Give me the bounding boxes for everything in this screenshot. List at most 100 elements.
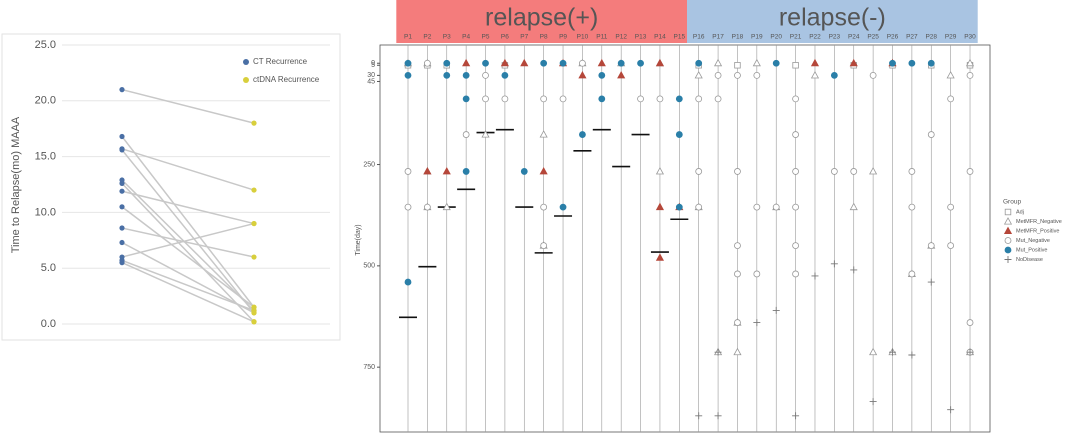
point	[119, 87, 125, 93]
point	[869, 398, 877, 406]
point	[501, 95, 509, 103]
y-tick-label: 20.0	[35, 95, 56, 107]
point	[908, 203, 916, 211]
point	[251, 187, 257, 193]
point	[695, 412, 703, 420]
point	[251, 254, 257, 260]
point	[792, 203, 799, 211]
point	[946, 70, 955, 79]
legend-marker	[1004, 237, 1012, 244]
connector	[121, 179, 255, 312]
point	[540, 242, 548, 249]
point	[810, 70, 820, 79]
x-tick-label: P10	[577, 34, 589, 41]
point	[579, 59, 586, 67]
x-tick-label: P12	[615, 34, 627, 41]
connector	[121, 149, 255, 314]
point	[753, 203, 761, 211]
point	[579, 131, 586, 138]
point	[655, 58, 665, 67]
x-tick-label: P22	[809, 34, 821, 41]
x-tick-label: P18	[732, 34, 744, 41]
point	[251, 120, 257, 126]
x-tick-label: P28	[925, 34, 937, 41]
point	[908, 168, 916, 175]
point	[404, 168, 412, 175]
x-tick-label: P2	[423, 34, 431, 41]
group-band	[687, 0, 978, 43]
point	[947, 242, 955, 249]
point	[869, 347, 878, 356]
x-tick-label: P9	[559, 34, 567, 41]
point	[869, 71, 877, 79]
legend-marker	[1003, 226, 1013, 234]
point	[462, 71, 470, 79]
x-tick-label: P15	[674, 34, 686, 41]
point	[443, 71, 451, 79]
point	[501, 71, 509, 79]
x-tick-label: P25	[867, 34, 879, 41]
point	[714, 71, 722, 79]
point	[462, 131, 470, 138]
point	[559, 95, 567, 103]
connector	[121, 88, 255, 124]
point	[462, 95, 470, 103]
connector	[121, 206, 255, 308]
y-tick-label: 500	[363, 263, 375, 270]
point	[423, 59, 431, 67]
point	[927, 278, 935, 286]
legend-marker	[243, 59, 249, 65]
point	[869, 167, 878, 175]
legend-label: Adj	[1016, 209, 1024, 215]
point	[811, 272, 819, 280]
point	[443, 59, 451, 67]
group-band	[396, 0, 688, 43]
point	[714, 412, 722, 420]
point	[404, 278, 412, 286]
point	[908, 351, 916, 359]
point	[637, 95, 644, 103]
legend-title: Group	[1003, 199, 1021, 206]
point	[850, 266, 858, 274]
point	[482, 95, 489, 103]
point	[753, 319, 761, 327]
connector	[121, 259, 255, 312]
x-tick-label: P11	[596, 34, 607, 41]
point	[119, 180, 125, 186]
point	[119, 147, 125, 153]
point	[927, 131, 935, 138]
point	[462, 168, 470, 175]
point	[965, 58, 975, 67]
point	[540, 59, 548, 67]
point	[675, 95, 683, 103]
point	[792, 95, 799, 103]
point	[617, 70, 626, 79]
x-tick-label: P27	[906, 34, 918, 41]
point	[598, 95, 606, 103]
point	[792, 270, 799, 278]
point	[559, 203, 567, 211]
point	[734, 270, 741, 278]
x-tick-label: P17	[712, 34, 724, 41]
connector	[121, 222, 255, 258]
point	[637, 59, 644, 67]
legend-label: Mut_Positive	[1016, 247, 1048, 253]
point	[849, 58, 858, 67]
point	[810, 58, 820, 67]
point	[500, 58, 509, 67]
point	[251, 220, 257, 227]
point	[734, 62, 741, 69]
group-label: relapse(-)	[779, 4, 886, 32]
point	[733, 347, 742, 356]
connector	[121, 182, 255, 323]
y-tick-label: 45	[367, 78, 375, 85]
y-tick-label: 15.0	[35, 151, 56, 163]
point	[734, 71, 741, 79]
point	[849, 202, 858, 211]
point	[597, 58, 606, 67]
point	[251, 319, 257, 325]
legend-marker	[1004, 246, 1012, 254]
legend-marker	[243, 77, 249, 83]
left-panel-frame	[1, 33, 341, 341]
point	[850, 168, 858, 175]
